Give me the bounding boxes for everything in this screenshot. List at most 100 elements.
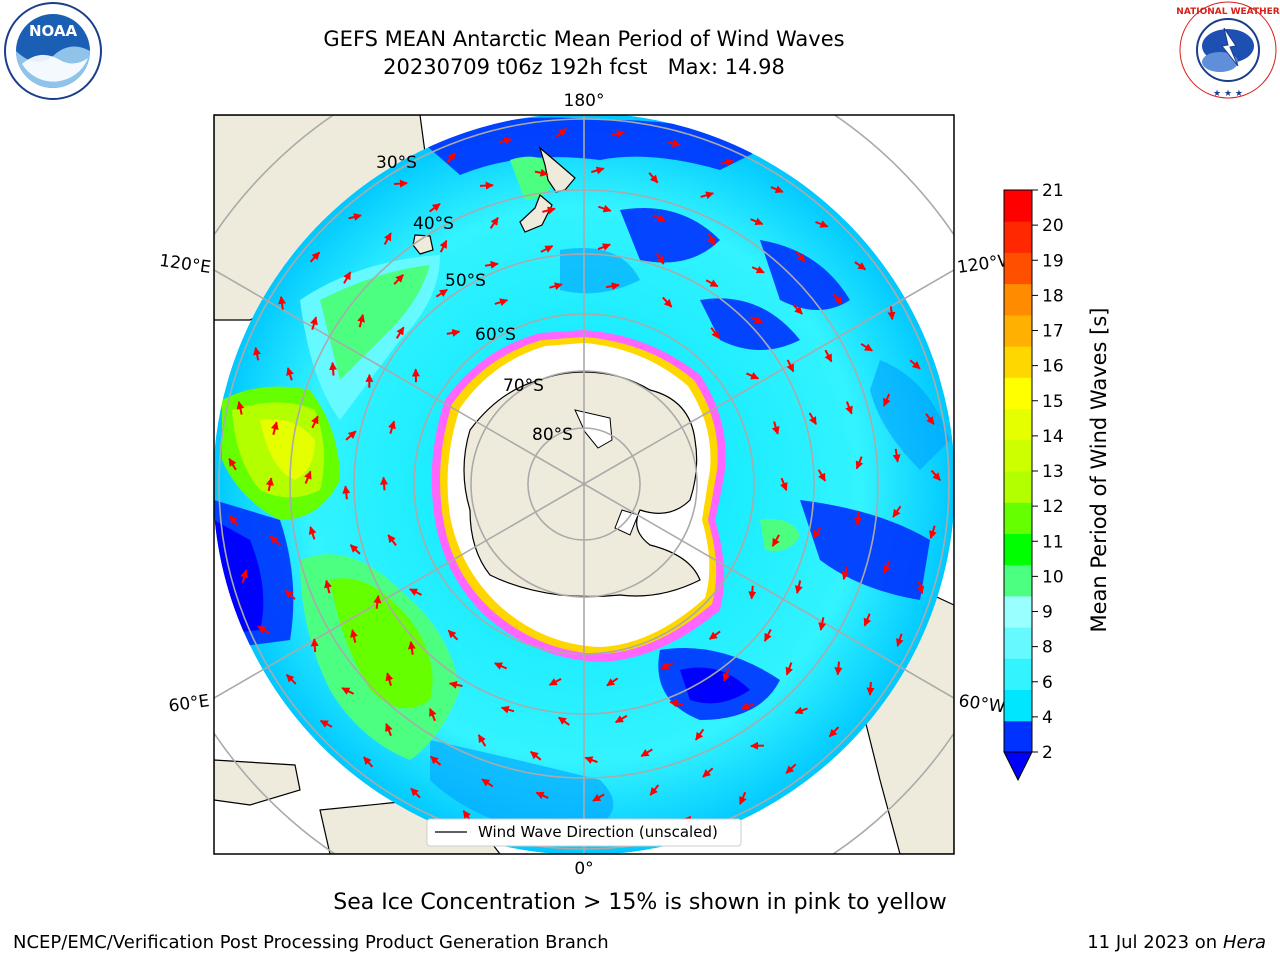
graticule xyxy=(214,115,954,854)
wave-direction-arrow xyxy=(792,303,803,315)
wave-direction-arrow xyxy=(785,763,797,774)
chart-title: GEFS MEAN Antarctic Mean Period of Wind … xyxy=(323,27,845,51)
wave-direction-arrow xyxy=(815,220,829,228)
wave-direction-arrow xyxy=(649,784,660,796)
colorbar: 2 4 6 8 9 10 11 12 13 14 15 16 17 18 19 20 21 xyxy=(1003,181,1064,782)
wave-direction-arrow xyxy=(540,245,554,253)
wave-direction-arrow xyxy=(824,349,833,363)
wave-direction-arrow xyxy=(786,359,795,373)
wave-direction-arrow xyxy=(394,179,408,188)
wave-direction-arrow xyxy=(284,589,296,600)
wave-direction-arrow xyxy=(817,469,826,482)
wave-direction-arrow xyxy=(494,298,509,307)
colorbar-tick-label: 18 xyxy=(1042,286,1064,306)
colorbar-segment xyxy=(1004,564,1032,597)
footer-date-text: 11 Jul 2023 on xyxy=(1087,932,1223,953)
wave-direction-arrow xyxy=(895,633,904,647)
colorbar-tick-label: 20 xyxy=(1042,216,1064,236)
colorbar-tick-label: 19 xyxy=(1042,251,1064,271)
wave-direction-arrow xyxy=(549,282,563,291)
wave-direction-arrow xyxy=(345,430,357,441)
wave-direction-arrow xyxy=(494,662,508,670)
wave-direction-arrow xyxy=(925,413,935,425)
wave-direction-arrow xyxy=(388,420,396,434)
wave-direction-arrow xyxy=(866,682,875,696)
colorbar-segment xyxy=(1004,346,1032,378)
wave-direction-arrow xyxy=(498,137,513,145)
colorbar-tick-label: 16 xyxy=(1042,357,1064,377)
wave-direction-arrow xyxy=(257,625,270,635)
wave-direction-arrow xyxy=(253,346,261,361)
colorbar-segment xyxy=(1004,377,1032,410)
wave-direction-arrow xyxy=(393,274,404,285)
colorbar-segment xyxy=(1004,720,1032,753)
wave-direction-arrow xyxy=(834,661,843,676)
colorbar-segment xyxy=(1004,439,1032,472)
wave-direction-arrow xyxy=(722,668,731,682)
colorbar-segment xyxy=(1004,533,1032,566)
colorbar-segment xyxy=(1004,190,1032,222)
wave-direction-arrow xyxy=(348,213,362,221)
colorbar-tick-label: 4 xyxy=(1042,708,1053,728)
wave-direction-arrow xyxy=(558,716,570,726)
wave-direction-arrow xyxy=(304,470,312,484)
wave-direction-arrow xyxy=(435,288,448,298)
wave-direction-arrow xyxy=(446,328,461,337)
wave-direction-arrow xyxy=(785,662,794,676)
wave-direction-arrow xyxy=(329,361,338,376)
wave-direction-arrow xyxy=(477,734,487,747)
wave-direction-arrow xyxy=(584,756,598,764)
wave-direction-arrow xyxy=(278,295,287,310)
wave-direction-arrow xyxy=(430,755,442,766)
svg-text:★ ★ ★: ★ ★ ★ xyxy=(1213,89,1243,99)
wave-direction-arrow xyxy=(655,252,665,265)
wave-direction-arrow xyxy=(309,251,321,263)
wave-direction-arrow xyxy=(720,158,735,167)
wave-direction-arrow xyxy=(702,767,714,778)
wave-direction-arrow xyxy=(548,678,562,686)
wave-direction-arrow xyxy=(751,265,765,274)
wave-direction-arrow xyxy=(285,673,297,685)
wave-direction-arrow xyxy=(489,216,499,229)
colorbar-segment xyxy=(1004,627,1032,659)
colorbar-tick-label: 6 xyxy=(1042,673,1053,693)
wave-direction-arrow xyxy=(808,412,817,425)
wave-direction-arrow xyxy=(439,239,448,253)
colorbar-tick-label: 17 xyxy=(1042,322,1064,342)
wave-direction-arrow xyxy=(385,723,393,737)
wave-direction-arrow xyxy=(270,421,279,435)
wave-direction-arrow xyxy=(860,343,873,352)
colorbar-segment xyxy=(1004,314,1032,347)
wave-direction-arrow xyxy=(324,579,332,594)
wave-direction-arrow xyxy=(892,505,902,518)
wave-direction-arrow xyxy=(667,139,681,148)
wave-direction-arrow xyxy=(447,629,459,641)
wave-direction-arrow xyxy=(407,641,416,655)
colorbar-segment xyxy=(1004,221,1032,253)
wave-direction-arrow xyxy=(828,726,840,738)
lon-label-180: 180° xyxy=(564,91,605,111)
wave-direction-arrow xyxy=(763,628,772,642)
wave-direction-arrow xyxy=(853,511,862,526)
colorbar-tick-label: 2 xyxy=(1042,743,1053,763)
wave-direction-arrow xyxy=(660,662,674,670)
wave-direction-arrow xyxy=(343,271,352,284)
wave-direction-arrow xyxy=(373,595,382,609)
wave-direction-arrow xyxy=(662,296,673,308)
colorbar-tick-label: 21 xyxy=(1042,181,1064,201)
wave-direction-arrow xyxy=(882,393,891,407)
wave-direction-arrow xyxy=(707,232,716,246)
wave-direction-arrow xyxy=(598,204,612,213)
wave-direction-arrow xyxy=(745,372,760,380)
wave-direction-arrow xyxy=(363,756,374,768)
wave-direction-arrow xyxy=(385,672,394,686)
wave-direction-arrow xyxy=(795,251,806,263)
wave-direction-arrow xyxy=(448,680,463,689)
wave-direction-arrow xyxy=(748,585,757,600)
wave-direction-arrow xyxy=(705,279,719,288)
wave-direction-arrow xyxy=(606,282,620,291)
map-frame xyxy=(213,114,955,855)
colorbar-segment xyxy=(1004,252,1032,285)
wave-direction-arrow xyxy=(771,421,780,435)
